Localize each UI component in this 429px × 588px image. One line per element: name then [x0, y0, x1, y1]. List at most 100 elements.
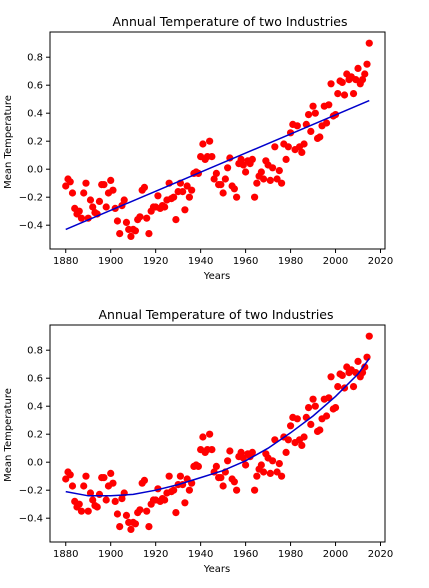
chart-bottom-data-point [361, 363, 369, 371]
chart-bottom-xlabel: Years [203, 564, 230, 575]
chart-top-data-point [358, 76, 367, 84]
chart-top-data-point [271, 143, 279, 151]
chart-bottom-data-point [100, 474, 108, 482]
chart-bottom-xtick-label: 1940 [188, 549, 213, 560]
chart-bottom-data-point [181, 499, 189, 507]
chart-bottom-data-point [172, 508, 180, 517]
chart-bottom-data-point [284, 436, 292, 444]
chart-bottom-data-point [165, 472, 173, 480]
chart-bottom-data-point [338, 371, 346, 379]
chart-bottom-ytick-label: 0.0 [27, 458, 43, 469]
chart-top-ylabel: Mean Temperature [3, 95, 14, 189]
chart-bottom-data-point [143, 507, 151, 515]
chart-bottom-data-point [118, 495, 126, 503]
chart-bottom-data-point [230, 478, 238, 486]
chart-bottom-data-point [145, 523, 153, 531]
chart-bottom-data-point [224, 457, 232, 465]
chart-top-data-point [311, 109, 319, 117]
chart-top-data-point [268, 164, 277, 172]
chart-bottom-data-point [334, 383, 342, 391]
chart-bottom-data-point [185, 486, 193, 494]
chart-bottom-xtick-label: 1880 [53, 549, 78, 560]
chart-bottom-xtick-label: 1980 [278, 549, 303, 560]
chart-bottom-data-point [89, 496, 97, 504]
chart-top-data-point [349, 90, 358, 98]
chart-bottom-data-point [75, 500, 83, 508]
chart-top-data-point [284, 143, 292, 151]
chart-bottom-data-point [307, 420, 315, 428]
chart-bottom-data-point [237, 448, 245, 456]
chart-top-data-point [62, 182, 70, 190]
chart-top-data-point [233, 193, 241, 201]
chart-top-data-point [140, 183, 149, 191]
chart-bottom-xtick-label: 1920 [143, 549, 168, 560]
chart-bottom-data-point [84, 507, 92, 515]
chart-top-data-point [327, 80, 335, 88]
chart-bottom-data-point [239, 454, 247, 462]
chart-bottom-xtick-label: 2000 [323, 549, 348, 560]
chart-top-data-point [250, 193, 259, 201]
chart-bottom-data-point [349, 383, 358, 391]
chart-top-data-point [266, 176, 274, 184]
chart-bottom-data-point [268, 457, 277, 465]
chart-top-data-point [80, 189, 88, 197]
chart-top-ytick-label: −0.2 [19, 193, 43, 204]
chart-top-data-point [363, 60, 371, 68]
chart-bottom-data-point [127, 525, 135, 534]
chart-bottom-data-point [354, 357, 362, 365]
chart-bottom-data-point [109, 479, 117, 487]
chart-bottom-data-point [275, 460, 283, 468]
chart-bottom-data-point [111, 497, 119, 505]
chart-top-xtick-label: 1960 [233, 256, 258, 267]
chart-bottom-data-point [266, 469, 274, 477]
chart-top-data-point [102, 203, 110, 211]
chart-top-data-point [259, 175, 268, 183]
chart-top-data-point [316, 133, 324, 141]
chart-bottom-xtick-label: 1900 [98, 549, 123, 560]
chart-bottom-data-point [365, 332, 373, 340]
chart-bottom-data-point [363, 353, 371, 361]
chart-bottom-frame [49, 324, 386, 543]
chart-top: Annual Temperature of two Industries Mea… [3, 14, 393, 282]
chart-top-data-point [100, 181, 108, 189]
chart-top-data-point [107, 176, 115, 184]
chart-top-ytick-label: 0.6 [27, 81, 43, 92]
chart-bottom-data-point [257, 461, 265, 469]
chart-top-data-point [219, 189, 227, 197]
chart-bottom-ytick-label: −0.4 [19, 514, 43, 525]
chart-bottom-plot-area [62, 332, 373, 534]
chart-bottom-data-point [131, 520, 140, 528]
chart-bottom-data-point [206, 430, 214, 438]
chart-bottom-data-point [253, 472, 261, 480]
chart-top-data-point [127, 232, 135, 240]
chart-bottom-ytick-label: 0.6 [27, 374, 43, 385]
chart-bottom-data-point [212, 462, 220, 470]
chart-top-data-point [95, 197, 104, 205]
chart-bottom-ytick-label: −0.2 [19, 486, 43, 497]
chart-top-data-point [298, 148, 306, 156]
chart-bottom-data-point [233, 486, 241, 494]
chart-bottom-data-point [176, 472, 185, 480]
chart-bottom-data-point [208, 446, 216, 454]
chart-top-data-point [206, 137, 214, 145]
chart-top-data-point [82, 179, 90, 187]
chart-top-data-point [334, 90, 342, 98]
chart-bottom-ylabel: Mean Temperature [3, 388, 14, 482]
chart-bottom-data-point [217, 474, 225, 482]
chart-top-data-point [282, 155, 290, 163]
chart-bottom-data-point [250, 486, 259, 494]
chart-top-data-point [242, 168, 250, 176]
chart-bottom-data-point [62, 475, 70, 483]
chart-top-data-point [75, 207, 83, 215]
chart-top-xtick-label: 1880 [53, 256, 78, 267]
chart-bottom-data-point [93, 503, 101, 511]
chart-bottom-ytick-label: 0.2 [27, 430, 43, 441]
chart-top-xlabel: Years [203, 271, 230, 282]
chart-bottom-data-point [242, 461, 250, 469]
chart-top-plot-area [62, 39, 373, 240]
chart-top-data-point [253, 179, 261, 187]
chart-top-data-point [89, 203, 97, 211]
chart-bottom-data-point [316, 426, 324, 434]
chart-top-data-point [210, 175, 218, 183]
chart-bottom-fit-line [65, 358, 370, 497]
